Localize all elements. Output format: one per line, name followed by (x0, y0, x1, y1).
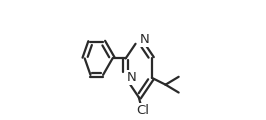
Text: N: N (140, 33, 149, 45)
Text: Cl: Cl (136, 104, 149, 117)
Text: N: N (127, 71, 136, 84)
